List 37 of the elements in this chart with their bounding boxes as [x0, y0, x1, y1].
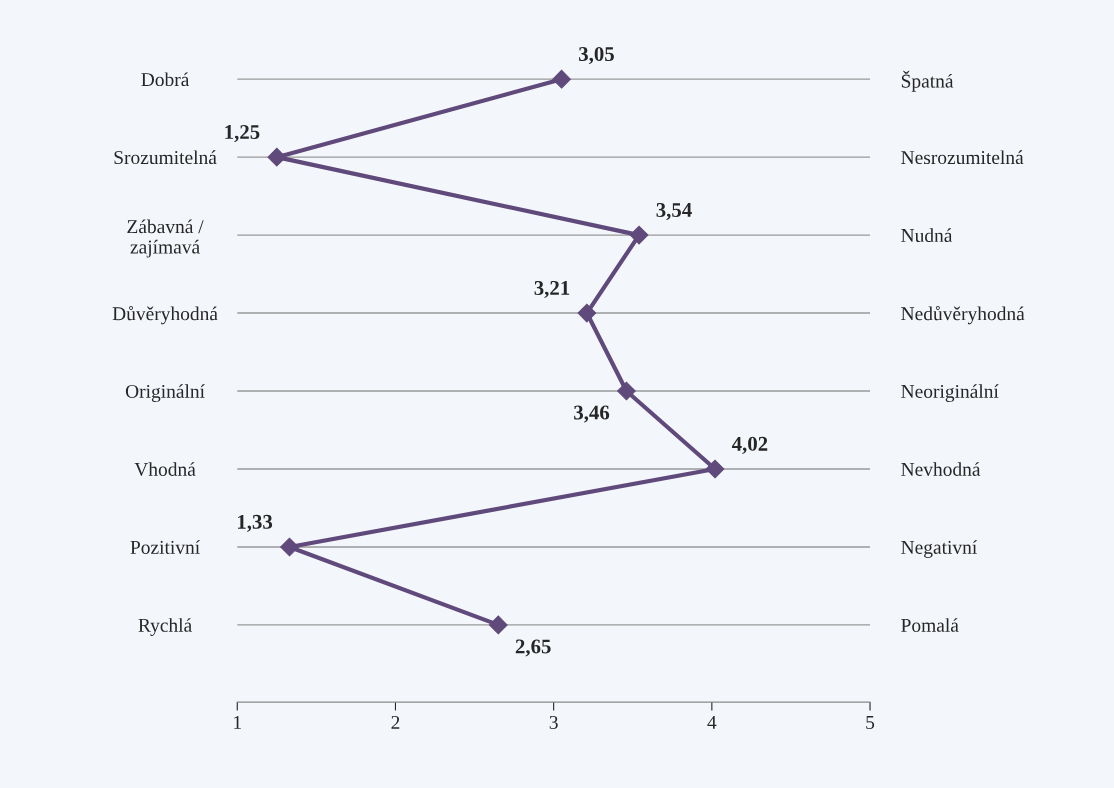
y-tick-label: Originální	[125, 384, 205, 402]
data-label: 2,65	[515, 639, 551, 657]
data-label: 3,46	[574, 405, 610, 423]
y2-tick-label: Nedůvěryhodná	[901, 306, 1025, 325]
x-tick-label: 1	[234, 715, 241, 729]
y2-tick-label: Pomalá	[901, 618, 959, 632]
y2-tick-label: Nudná	[901, 228, 953, 243]
y-tick-label: Srozumitelná	[114, 150, 217, 165]
y2-tick-label: Špatná	[901, 70, 954, 92]
data-label: 1,25	[225, 125, 260, 143]
point	[617, 381, 636, 401]
y-tick-label: Dobrá	[141, 72, 190, 87]
data-label: 4,02	[731, 436, 768, 454]
x-tick-label: 4	[707, 716, 717, 729]
point	[705, 459, 725, 479]
y2-tick-label: Nesrozumitelná	[901, 150, 1024, 165]
y2-tick-label: Negativní	[901, 540, 978, 558]
point	[552, 69, 571, 89]
point	[577, 303, 597, 323]
y-tick-label: Pozitivní	[130, 540, 200, 554]
y2-tick-label: Nevhodná	[901, 462, 981, 476]
data-label: 3,05	[579, 46, 614, 65]
x-tick-label: 3	[549, 715, 558, 729]
point	[280, 537, 299, 557]
y2-tick-label: Neoriginální	[901, 384, 999, 402]
data-label: 3,21	[534, 280, 570, 298]
point	[629, 225, 649, 245]
y-tick-label: Rychlá	[138, 618, 192, 636]
x-tick-label: 5	[866, 716, 875, 729]
point	[488, 615, 508, 635]
data-label: 1,33	[238, 514, 273, 532]
y-tick-label: Zábavná / zajímavá	[127, 219, 204, 258]
y-tick-label: Důvěryhodná	[112, 306, 218, 325]
y-tick-label: Vhodná	[134, 462, 196, 477]
x-tick-label: 2	[391, 715, 400, 729]
data-label: 3,54	[656, 202, 692, 220]
point	[267, 147, 287, 167]
